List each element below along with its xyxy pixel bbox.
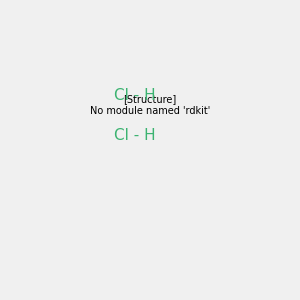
Text: Cl - H: Cl - H: [114, 88, 156, 104]
Text: Cl - H: Cl - H: [114, 128, 156, 142]
Text: [Structure]
No module named 'rdkit': [Structure] No module named 'rdkit': [90, 94, 210, 116]
